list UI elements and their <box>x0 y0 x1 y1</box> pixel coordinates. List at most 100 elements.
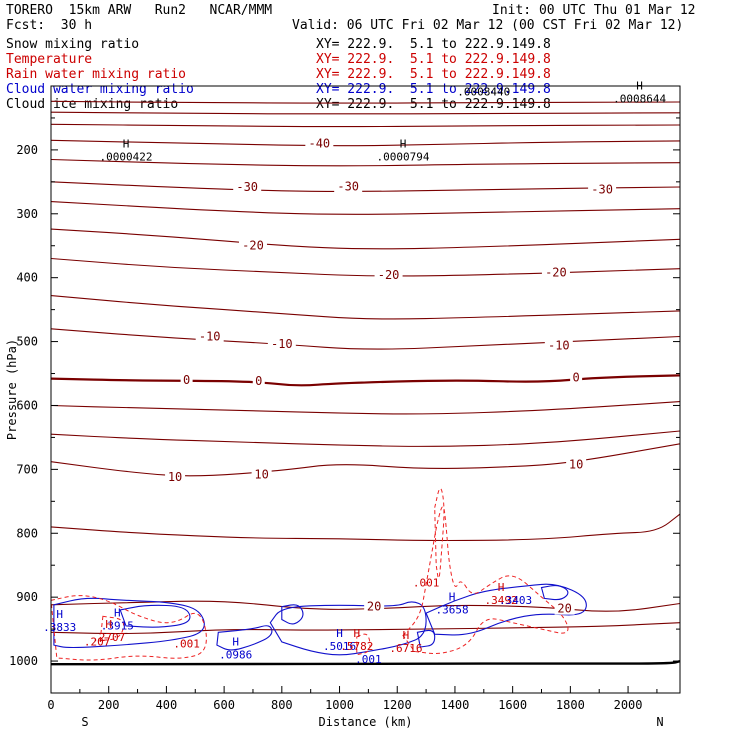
temperature-contour-15 <box>51 513 680 542</box>
extremum-mark-0: H <box>123 138 130 151</box>
temperature-contour-10 <box>51 328 680 350</box>
temperature-contour-14 <box>51 443 680 477</box>
endpoint-right-label: N <box>656 715 663 729</box>
extremum-value-13: .6716 <box>389 642 422 655</box>
temperature-label-bg-9 <box>544 338 573 352</box>
temperature-label-10: 0 <box>183 373 190 387</box>
temperature-label-15: 10 <box>569 457 583 471</box>
temperature-label-bg-14 <box>251 467 272 481</box>
x-tick-label-9: 1800 <box>556 698 585 712</box>
x-tick-label-4: 800 <box>271 698 293 712</box>
rain-contour-3 <box>434 488 445 579</box>
temperature-label-bg-0 <box>305 136 334 150</box>
x-tick-label-2: 400 <box>156 698 178 712</box>
extremum-value-17: .3403 <box>499 594 532 607</box>
x-tick-label-3: 600 <box>213 698 235 712</box>
extremum-value-11: .5782 <box>340 640 373 653</box>
temperature-contour-17 <box>51 622 680 635</box>
x-axis-title: Distance (km) <box>319 715 413 729</box>
extremum-mark-10: H <box>336 627 343 640</box>
x-tick-label-5: 1000 <box>325 698 354 712</box>
label-layer: -40 -30 -30 -30 -20 -20 -20 -10 -10 -10 0 0 0 10 10 10 2… <box>43 80 666 666</box>
temperature-label-11: 0 <box>255 374 262 388</box>
temperature-contour-11 <box>51 374 680 387</box>
temperature-label-12: 0 <box>573 370 580 384</box>
extremum-value-4: .3833 <box>43 621 76 634</box>
temperature-label-bg-5 <box>374 268 403 282</box>
temperature-label-8: -10 <box>271 337 293 351</box>
extremum-value-2: .0008644 <box>613 93 666 106</box>
temperature-label-3: -30 <box>591 183 613 197</box>
extremum-value-14: .001 <box>413 576 440 589</box>
header-model: TORERO 15km ARW Run2 NCAR/MMM <box>6 3 273 18</box>
y-tick-label-6: 800 <box>16 526 38 540</box>
cloud-water-contour-2 <box>216 625 273 651</box>
temperature-label-16: 20 <box>367 600 381 614</box>
temperature-label-5: -20 <box>378 268 400 282</box>
temperature-label-bg-2 <box>334 179 363 193</box>
temperature-label-bg-12 <box>570 370 583 384</box>
extremum-mark-9: H <box>232 635 239 648</box>
extremum-mark-6: H <box>105 618 112 631</box>
field-xy-4: XY= 222.9. 5.1 to 222.9.149.8 <box>316 97 551 112</box>
temperature-label-bg-1 <box>233 179 262 193</box>
x-tick-label-10: 2000 <box>614 698 643 712</box>
temperature-label-6: -20 <box>545 266 567 280</box>
y-tick-label-8: 1000 <box>9 654 38 668</box>
extremum-value-1: .0000794 <box>377 151 430 164</box>
x-tick-label-1: 200 <box>98 698 120 712</box>
cloud-water-contour-5 <box>540 584 569 601</box>
temperature-contour-7 <box>51 228 680 250</box>
cloud-water-contour-6 <box>281 604 304 625</box>
extremum-value-15: .3658 <box>435 604 468 617</box>
temperature-label-14: 10 <box>254 467 268 481</box>
temperature-label-bg-11 <box>252 374 265 388</box>
cloud-water-contour-4 <box>425 583 587 636</box>
extremum-value-6: .2707 <box>92 631 125 644</box>
extremum-value-12: .001 <box>355 653 382 666</box>
rain-contour-1 <box>99 615 125 642</box>
rain-contour-2 <box>402 506 569 654</box>
y-tick-label-2: 400 <box>16 271 38 285</box>
field-xy-1: XY= 222.9. 5.1 to 222.9.149.8 <box>316 52 551 67</box>
x-tick-label-6: 1200 <box>383 698 412 712</box>
field-name-4: Cloud ice mixing ratio <box>6 97 179 112</box>
temperature-contour-6 <box>51 201 680 215</box>
rain-contour-0 <box>51 595 207 661</box>
extremum-mark-5: H <box>114 607 121 620</box>
surface-line <box>51 659 680 666</box>
temperature-contour-9 <box>51 295 680 320</box>
y-tick-label-0: 200 <box>16 143 38 157</box>
cloud-water-contour-3 <box>269 601 427 656</box>
temperature-label-bg-15 <box>566 457 587 471</box>
temperature-label-2: -30 <box>337 179 359 193</box>
field-name-0: Snow mixing ratio <box>6 37 140 52</box>
contour-layer <box>51 100 680 666</box>
y-tick-label-3: 500 <box>16 335 38 349</box>
extremum-mark-4: H <box>56 608 63 621</box>
extremum-value-7: .207 <box>84 636 111 649</box>
temperature-contour-12 <box>51 401 680 415</box>
temperature-contour-5 <box>51 181 680 192</box>
cloud-water-contour-7 <box>416 629 436 648</box>
temperature-label-9: -10 <box>548 338 570 352</box>
x-tick-label-0: 0 <box>47 698 54 712</box>
cloud-water-contour-1 <box>119 604 191 628</box>
temperature-contour-0 <box>51 100 680 104</box>
field-name-2: Rain water mixing ratio <box>6 67 187 82</box>
header-valid: Valid: 06 UTC Fri 02 Mar 12 (00 CST Fri … <box>292 18 684 33</box>
temperature-label-13: 10 <box>168 470 182 484</box>
x-tick-label-7: 1400 <box>440 698 469 712</box>
temperature-label-bg-4 <box>238 238 267 252</box>
temperature-label-1: -30 <box>236 180 258 194</box>
y-tick-label-1: 300 <box>16 207 38 221</box>
extremum-value-10: .5016 <box>323 640 356 653</box>
field-xy-2: XY= 222.9. 5.1 to 222.9.149.8 <box>316 67 551 82</box>
temperature-label-7: -10 <box>199 329 221 343</box>
y-axis-title: Pressure (hPa) <box>5 339 19 440</box>
temperature-label-bg-13 <box>165 470 186 484</box>
extremum-mark-15: H <box>449 591 456 604</box>
temperature-label-bg-17 <box>554 601 575 615</box>
y-tick-label-4: 600 <box>16 398 38 412</box>
